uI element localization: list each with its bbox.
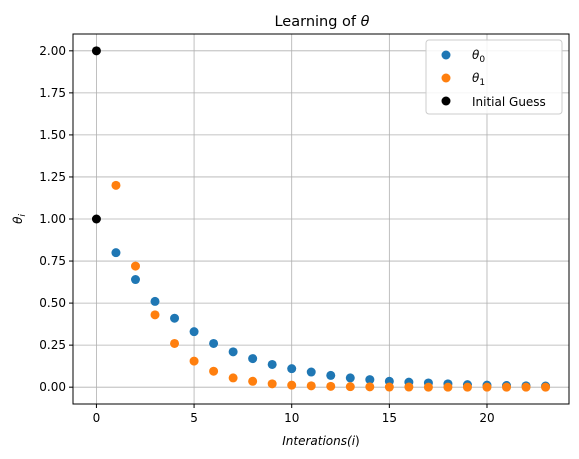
x-tick-label: 15 bbox=[382, 411, 397, 425]
initial-guess-point bbox=[91, 214, 101, 224]
theta1-point bbox=[462, 382, 472, 392]
data-points bbox=[91, 46, 551, 392]
theta0-point bbox=[287, 364, 297, 374]
theta0-point bbox=[326, 370, 336, 380]
theta1-point bbox=[521, 382, 531, 392]
initial-guess-point bbox=[91, 46, 101, 56]
theta1-point bbox=[111, 180, 121, 190]
theta1-point bbox=[326, 381, 336, 391]
theta0-point bbox=[130, 275, 140, 285]
legend-label-initial-guess: Initial Guess bbox=[472, 95, 546, 109]
theta1-point bbox=[130, 261, 140, 271]
theta0-point bbox=[345, 373, 355, 383]
legend-box bbox=[425, 39, 563, 115]
theta1-point bbox=[365, 382, 375, 392]
theta1-point bbox=[228, 373, 238, 383]
theta0-point bbox=[228, 347, 238, 357]
y-axis-label: θi bbox=[11, 214, 28, 224]
y-tick-label: 0.75 bbox=[39, 254, 66, 268]
y-tick-label: 1.00 bbox=[39, 212, 66, 226]
theta1-point bbox=[502, 382, 512, 392]
theta0-point bbox=[170, 313, 180, 323]
x-tick-label: 10 bbox=[284, 411, 299, 425]
theta1-point bbox=[170, 338, 180, 348]
y-tick-label: 0.00 bbox=[39, 380, 66, 394]
legend-marker-theta0 bbox=[441, 50, 451, 60]
legend-marker-initial-guess bbox=[441, 96, 451, 106]
theta0-point bbox=[111, 248, 121, 258]
theta1-point bbox=[443, 382, 453, 392]
theta1-point bbox=[209, 366, 219, 376]
theta1-point bbox=[306, 381, 316, 391]
theta1-point bbox=[345, 382, 355, 392]
y-tick-label: 1.50 bbox=[39, 128, 66, 142]
legend-label-theta0: θ0 bbox=[472, 48, 485, 65]
theta0-point bbox=[267, 359, 277, 369]
theta1-point bbox=[423, 382, 433, 392]
x-axis-label: Interations(i) bbox=[282, 434, 359, 448]
y-tick-label: 1.25 bbox=[39, 170, 66, 184]
theta1-point bbox=[287, 380, 297, 390]
legend-marker-theta1 bbox=[441, 73, 451, 83]
chart-title: Learning of θ bbox=[274, 14, 369, 30]
x-tick-label: 5 bbox=[190, 411, 198, 425]
theta1-point bbox=[267, 379, 277, 389]
theta0-point bbox=[248, 354, 258, 364]
theta0-point bbox=[365, 375, 375, 385]
plot-frame bbox=[72, 33, 570, 405]
theta0-point bbox=[209, 338, 219, 348]
theta0-point bbox=[150, 296, 160, 306]
y-tick-label: 2.00 bbox=[39, 44, 66, 58]
y-axis-ticks: 0.00 0.25 0.50 0.75 1.00 1.25 1.50 1.75 2.00 bbox=[39, 44, 73, 394]
theta1-point bbox=[150, 310, 160, 320]
x-axis-ticks: 0 5 10 15 20 bbox=[93, 404, 495, 425]
theta1-point bbox=[541, 382, 551, 392]
theta1-point bbox=[189, 356, 199, 366]
theta0-point bbox=[306, 367, 316, 377]
y-tick-label: 0.25 bbox=[39, 338, 66, 352]
theta0-point bbox=[189, 327, 199, 337]
theta1-point bbox=[482, 382, 492, 392]
theta1-point bbox=[404, 382, 414, 392]
legend: θ0 θ1 Initial Guess bbox=[425, 39, 563, 115]
y-tick-label: 1.75 bbox=[39, 86, 66, 100]
x-tick-label: 0 bbox=[93, 411, 101, 425]
theta1-point bbox=[384, 382, 394, 392]
x-tick-label: 20 bbox=[479, 411, 494, 425]
theta1-point bbox=[248, 376, 258, 386]
legend-label-theta1: θ1 bbox=[472, 71, 485, 88]
y-tick-label: 0.50 bbox=[39, 296, 66, 310]
